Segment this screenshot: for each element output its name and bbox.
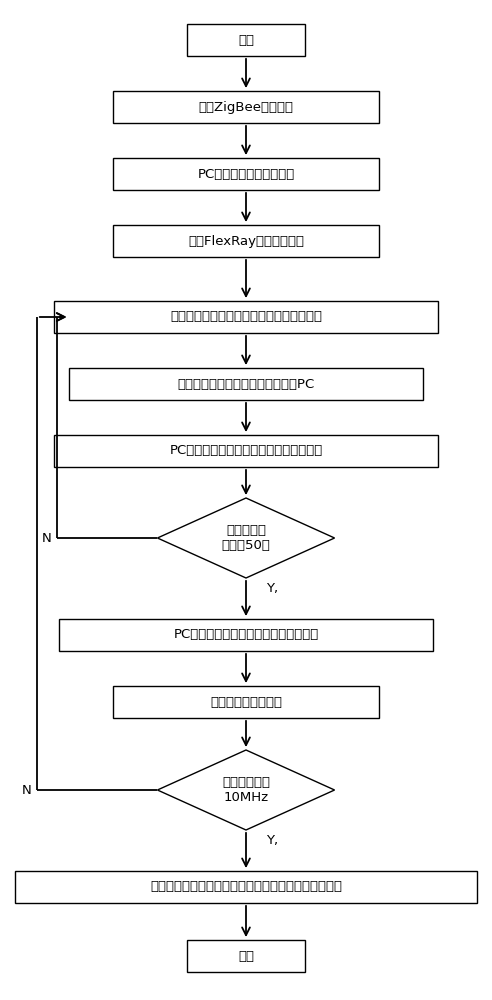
Text: 统计该总线网络在各频率下的误包率和最佳阻抗匹配值: 统计该总线网络在各频率下的误包率和最佳阻抗匹配值 [150, 880, 342, 894]
Text: PC令误包率最大的节点进行阻抗匹配调整: PC令误包率最大的节点进行阻抗匹配调整 [169, 444, 323, 458]
Text: Y,: Y, [266, 582, 278, 595]
Text: 各个测试节点向其余节点发送静态帧数据包: 各个测试节点向其余节点发送静态帧数据包 [170, 310, 322, 324]
FancyBboxPatch shape [113, 686, 379, 718]
FancyBboxPatch shape [187, 940, 305, 972]
FancyBboxPatch shape [113, 225, 379, 257]
Text: 令节点改变通信频率: 令节点改变通信频率 [210, 696, 282, 708]
Text: Y,: Y, [266, 834, 278, 847]
Text: N: N [42, 532, 52, 544]
Polygon shape [157, 750, 335, 830]
Polygon shape [157, 498, 335, 578]
FancyBboxPatch shape [187, 24, 305, 56]
FancyBboxPatch shape [54, 435, 438, 467]
Text: PC发送配置参数到各模块: PC发送配置参数到各模块 [197, 167, 295, 180]
FancyBboxPatch shape [54, 301, 438, 333]
FancyBboxPatch shape [69, 368, 423, 400]
Text: 上电: 上电 [238, 33, 254, 46]
Text: 调整次数是
否达到50次: 调整次数是 否达到50次 [221, 524, 271, 552]
Text: PC运用最小标准差法选择最佳匹配阻抗: PC运用最小标准差法选择最佳匹配阻抗 [173, 629, 319, 642]
Text: 频率是否超过
10MHz: 频率是否超过 10MHz [222, 776, 270, 804]
FancyBboxPatch shape [113, 158, 379, 190]
FancyBboxPatch shape [15, 871, 477, 903]
Text: 各个测试节点统计误包率，回传到PC: 各个测试节点统计误包率，回传到PC [178, 377, 314, 390]
Text: N: N [22, 784, 32, 796]
Text: 设置FlexRay最低通信频率: 设置FlexRay最低通信频率 [188, 234, 304, 247]
Text: 建立ZigBee无线网络: 建立ZigBee无线网络 [198, 101, 294, 113]
FancyBboxPatch shape [113, 91, 379, 123]
FancyBboxPatch shape [59, 619, 433, 651]
Text: 结束: 结束 [238, 950, 254, 962]
